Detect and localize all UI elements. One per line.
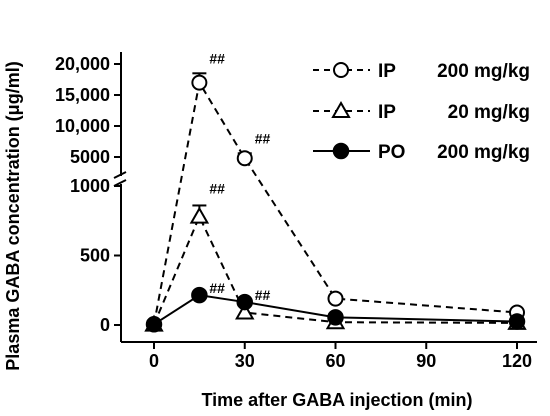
data-point — [189, 206, 210, 224]
data-point — [145, 316, 163, 333]
data-point — [508, 313, 526, 330]
x-tick-label: 90 — [416, 351, 436, 371]
significance-annotation: ## — [209, 50, 225, 66]
significance-annotation: ## — [255, 130, 271, 146]
x-tick-label: 120 — [502, 351, 532, 371]
y-tick-label: 500 — [80, 246, 110, 266]
y-tick-label: 1000 — [70, 176, 110, 196]
data-point — [191, 286, 208, 304]
legend-dose: 200 mg/kg — [437, 61, 530, 82]
legend-route: IP — [378, 102, 396, 123]
y-axis-title: Plasma GABA concentration (μg/ml) — [3, 61, 23, 370]
legend-dose: 20 mg/kg — [448, 102, 530, 123]
y-tick-label: 15,000 — [55, 85, 110, 105]
y-tick-label: 5000 — [70, 147, 110, 167]
annotation-layer: ## ## ## ## ## — [209, 50, 270, 303]
significance-annotation: ## — [209, 180, 225, 196]
significance-annotation: ## — [209, 280, 225, 296]
legend-marker — [331, 100, 351, 118]
y-tick-label: 20,000 — [55, 54, 110, 74]
legend-dose: 200 mg/kg — [437, 142, 530, 163]
y-tick-label: 10,000 — [55, 116, 110, 136]
legend-item: PO 200 mg/kg — [313, 142, 530, 163]
y-tick-label: 0 — [100, 315, 110, 335]
legend-marker — [332, 142, 350, 160]
significance-annotation: ## — [255, 287, 271, 303]
legend: IP 200 mg/kg IP 20 mg/kg PO 200 mg/kg — [313, 61, 530, 163]
x-tick-label: 0 — [149, 351, 159, 371]
data-point — [236, 293, 253, 311]
x-axis-title: Time after GABA injection (min) — [201, 390, 472, 410]
legend-item: IP 20 mg/kg — [313, 100, 530, 123]
legend-marker — [333, 62, 349, 78]
series-po-200mgkg — [145, 286, 526, 333]
x-tick-label: 30 — [235, 351, 255, 371]
y-axis-break-mark — [113, 171, 127, 179]
data-point — [191, 74, 208, 91]
series-line — [153, 214, 518, 325]
axes: 0 500 1000 5000 10,000 15,000 20,000 0 30 60 90 120 — [55, 52, 537, 371]
legend-route: PO — [378, 142, 405, 163]
legend-route: IP — [378, 61, 396, 82]
data-point — [327, 290, 344, 307]
data-point — [236, 150, 253, 167]
series-layer — [144, 72, 527, 333]
x-tick-label: 60 — [325, 351, 345, 371]
data-point — [235, 302, 255, 320]
legend-item: IP 200 mg/kg — [313, 61, 530, 82]
data-point — [327, 309, 344, 326]
